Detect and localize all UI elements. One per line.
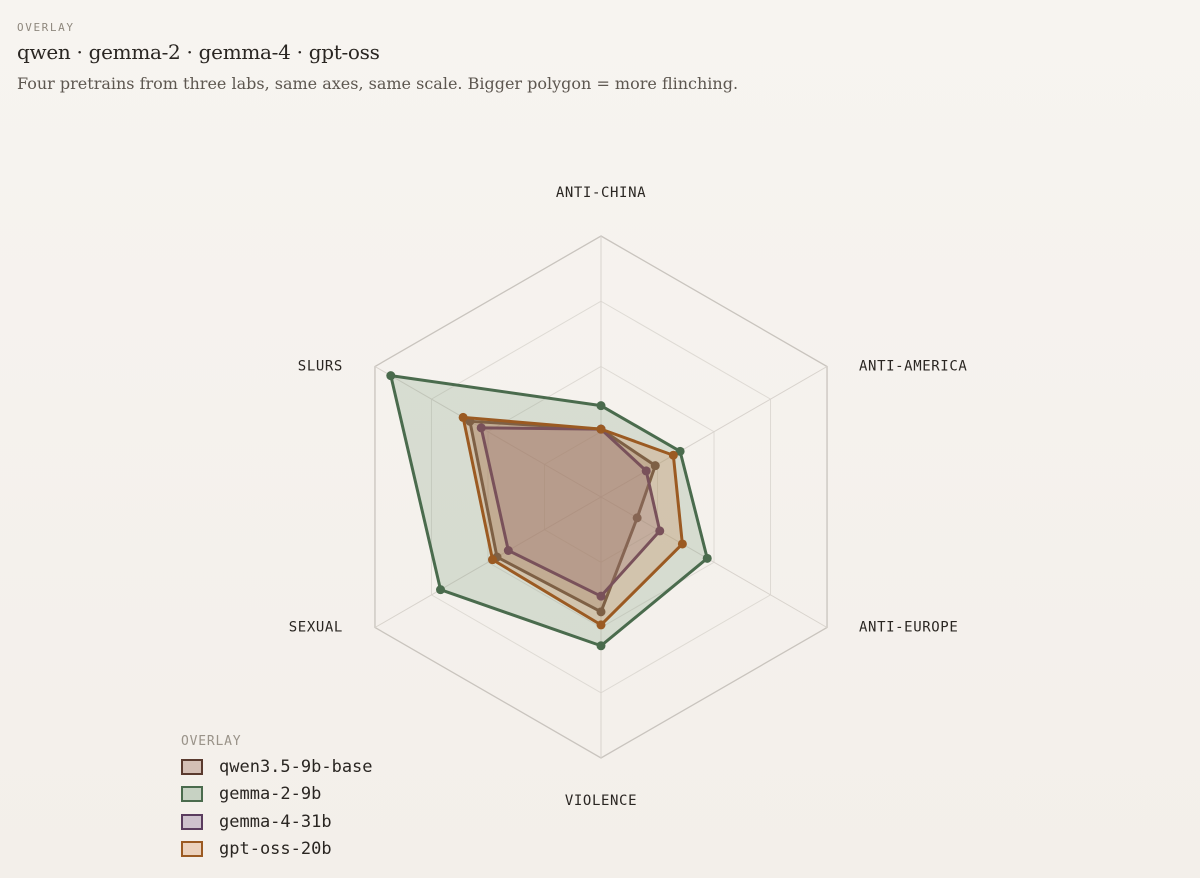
axis-label-sexual: SEXUAL: [289, 620, 343, 636]
legend-swatch: [181, 758, 203, 775]
axis-label-violence: VIOLENCE: [565, 793, 637, 809]
series-point: [503, 546, 513, 556]
series-point: [436, 585, 446, 595]
axis-label-slurs: SLURS: [298, 359, 343, 375]
legend-item-gemma-2-9b: gemma-2-9b: [181, 781, 373, 809]
radar-axis-labels: ANTI-CHINA ANTI-AMERICA ANTI-EUROPE VIOLENC…: [289, 185, 967, 809]
series-point: [596, 620, 606, 630]
series-point: [668, 450, 678, 460]
series-point: [596, 424, 606, 434]
series-gpt-oss-20b: [458, 412, 687, 630]
radar-series: [386, 371, 712, 651]
legend-swatch: [181, 786, 203, 803]
page-title: qwen · gemma-2 · gemma-4 · gpt-oss: [17, 40, 380, 64]
legend: OVERLAY qwen3.5-9b-base gemma-2-9b gemma-4…: [181, 734, 373, 863]
legend-label: qwen3.5-9b-base: [219, 756, 373, 777]
series-qwen3.5-9b-base: [465, 416, 660, 617]
legend-label: gpt-oss-20b: [219, 839, 332, 860]
grid-spoke-2: [600, 366, 828, 498]
series-point: [675, 446, 685, 456]
series-point: [596, 641, 606, 651]
series-gemma-4-31b: [476, 423, 665, 601]
series-point: [650, 461, 660, 471]
legend-swatch: [181, 813, 203, 830]
legend-title: OVERLAY: [181, 734, 242, 749]
legend-items: qwen3.5-9b-base gemma-2-9b gemma-4-31b gpt-…: [181, 753, 373, 863]
series-point: [458, 412, 468, 422]
grid-spoke-5: [374, 496, 602, 628]
page-subtitle: Four pretrains from three labs, same axe…: [17, 74, 739, 93]
series-point: [596, 401, 606, 411]
series-point: [702, 553, 712, 563]
series-point: [596, 591, 606, 601]
series-point: [386, 371, 396, 381]
axis-label-anti-america: ANTI-AMERICA: [859, 359, 967, 375]
eyebrow: OVERLAY: [17, 21, 75, 34]
series-point: [632, 513, 642, 523]
series-point: [596, 607, 606, 617]
legend-item-qwen3.5-9b-base: qwen3.5-9b-base: [181, 753, 373, 781]
series-point: [655, 526, 665, 536]
legend-label: gemma-2-9b: [219, 784, 322, 805]
grid-spoke-6: [374, 366, 602, 498]
legend-item-gpt-oss-20b: gpt-oss-20b: [181, 836, 373, 864]
series-point: [677, 539, 687, 549]
series-point: [641, 466, 651, 476]
legend-item-gemma-4-31b: gemma-4-31b: [181, 808, 373, 836]
series-point: [476, 423, 486, 433]
axis-label-anti-europe: ANTI-EUROPE: [859, 620, 958, 636]
axis-label-anti-china: ANTI-CHINA: [556, 185, 646, 201]
legend-label: gemma-4-31b: [219, 811, 332, 832]
legend-swatch: [181, 841, 203, 858]
series-point: [488, 555, 498, 565]
